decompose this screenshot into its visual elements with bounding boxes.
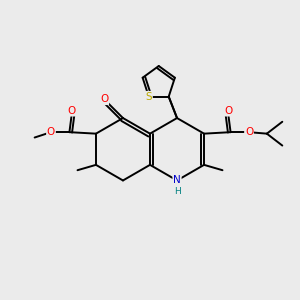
Text: O: O bbox=[68, 106, 76, 116]
Text: S: S bbox=[146, 92, 152, 102]
Text: N: N bbox=[173, 176, 181, 185]
Text: O: O bbox=[224, 106, 232, 116]
Text: O: O bbox=[245, 127, 253, 137]
Text: H: H bbox=[174, 187, 180, 196]
Text: O: O bbox=[47, 127, 55, 137]
Text: O: O bbox=[100, 94, 108, 104]
